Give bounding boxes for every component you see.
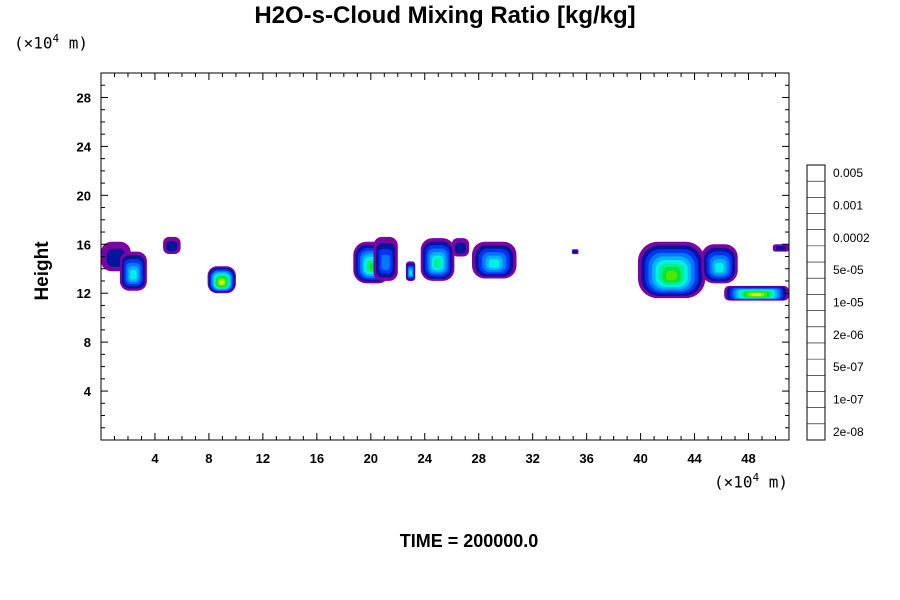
y-axis-unit: (×104 m) (14, 32, 88, 52)
x-tick-label: 8 (205, 451, 212, 466)
x-unit-prefix: (×10 (714, 472, 753, 492)
cloud-cell-9-band-2 (455, 242, 466, 254)
cloud-cell-10-band-6 (488, 259, 500, 268)
x-tick-label: 44 (687, 451, 702, 466)
x-axis: 4 8 12 16 20 24 28 32 36 40 44 48 (113, 73, 777, 466)
y-axis-label: Height (32, 241, 53, 301)
colorbar-label: 1e-07 (833, 393, 864, 407)
colorbar-label: 0.001 (833, 198, 863, 212)
cloud-cell-9 (451, 238, 470, 257)
cloud-cell-11 (571, 249, 579, 255)
colorbar-label: 0.0002 (833, 231, 870, 245)
colorbar-label: 2e-06 (833, 328, 864, 342)
cloud-cell-7-band-6 (409, 270, 412, 276)
x-tick-label: 4 (151, 451, 159, 466)
colorbar-label: 5e-07 (833, 360, 864, 374)
cloud-cell-13-band-6 (715, 262, 724, 273)
cloud-cell-8-band-7 (434, 259, 442, 269)
cloud-cell-2 (119, 251, 147, 291)
x-unit-exponent: 4 (752, 471, 760, 484)
y-tick-label: 28 (77, 90, 91, 105)
y-tick-label: 12 (77, 286, 91, 301)
cloud-cell-11-band-2 (573, 250, 578, 254)
cloud-cell-15-band-2 (775, 246, 786, 251)
x-tick-label: 36 (579, 451, 593, 466)
x-tick-label: 20 (364, 451, 378, 466)
cloud-cell-12 (637, 241, 706, 299)
cloud-cell-3 (163, 236, 181, 254)
y-unit-exponent: 4 (52, 32, 60, 45)
colorbar-label: 0.005 (833, 166, 863, 180)
x-axis-unit: (×104 m) (714, 471, 788, 491)
x-tick-label: 16 (310, 451, 324, 466)
cloud-cell-3-band-2 (166, 241, 178, 252)
cloud-cell-4-band-11 (219, 280, 224, 285)
x-tick-label: 24 (418, 451, 433, 466)
cloud-cell-4 (207, 266, 236, 294)
cloud-cell-6-band-4 (381, 254, 390, 270)
y-tick-label: 16 (77, 237, 91, 252)
cloud-cell-2-band-6 (130, 270, 137, 280)
x-tick-label: 32 (525, 451, 539, 466)
cloud-cell-10 (472, 241, 517, 279)
y-tick-label: 4 (84, 384, 92, 399)
y-tick-label: 8 (84, 335, 91, 350)
cloud-cell-6 (373, 236, 398, 281)
cloud-cell-8 (420, 238, 455, 281)
colorbar: 2e-08 1e-07 5e-07 2e-06 1e-05 5e-05 0.0002 0.00… (806, 164, 870, 441)
colorbar-label: 2e-08 (833, 425, 864, 439)
x-tick-label: 40 (633, 451, 647, 466)
cloud-field (101, 236, 789, 301)
y-unit-prefix: (×10 (14, 33, 53, 53)
x-tick-label: 12 (256, 451, 270, 466)
x-tick-label: 48 (741, 451, 755, 466)
cloud-cell-13 (701, 244, 738, 284)
y-unit-suffix: m) (59, 33, 89, 53)
colorbar-frame (806, 164, 826, 441)
chart-title: H2O-s-Cloud Mixing Ratio [kg/kg] (254, 2, 636, 29)
colorbar-label: 5e-05 (833, 263, 864, 277)
y-tick-label: 20 (77, 188, 91, 203)
time-label: TIME = 200000.0 (399, 531, 539, 551)
y-tick-label: 24 (77, 139, 92, 154)
cloud-cell-14-band-11 (752, 293, 762, 296)
cloud-cell-7 (405, 261, 416, 281)
x-tick-label: 28 (471, 451, 485, 466)
y-axis: 4 8 12 16 20 24 28 (77, 84, 789, 429)
x-unit-suffix: m) (759, 472, 789, 492)
cloud-cell-14 (724, 285, 789, 301)
colorbar-label: 1e-05 (833, 296, 864, 310)
cloud-cell-15 (772, 244, 789, 252)
cloud-cell-12-band-9 (666, 270, 678, 281)
